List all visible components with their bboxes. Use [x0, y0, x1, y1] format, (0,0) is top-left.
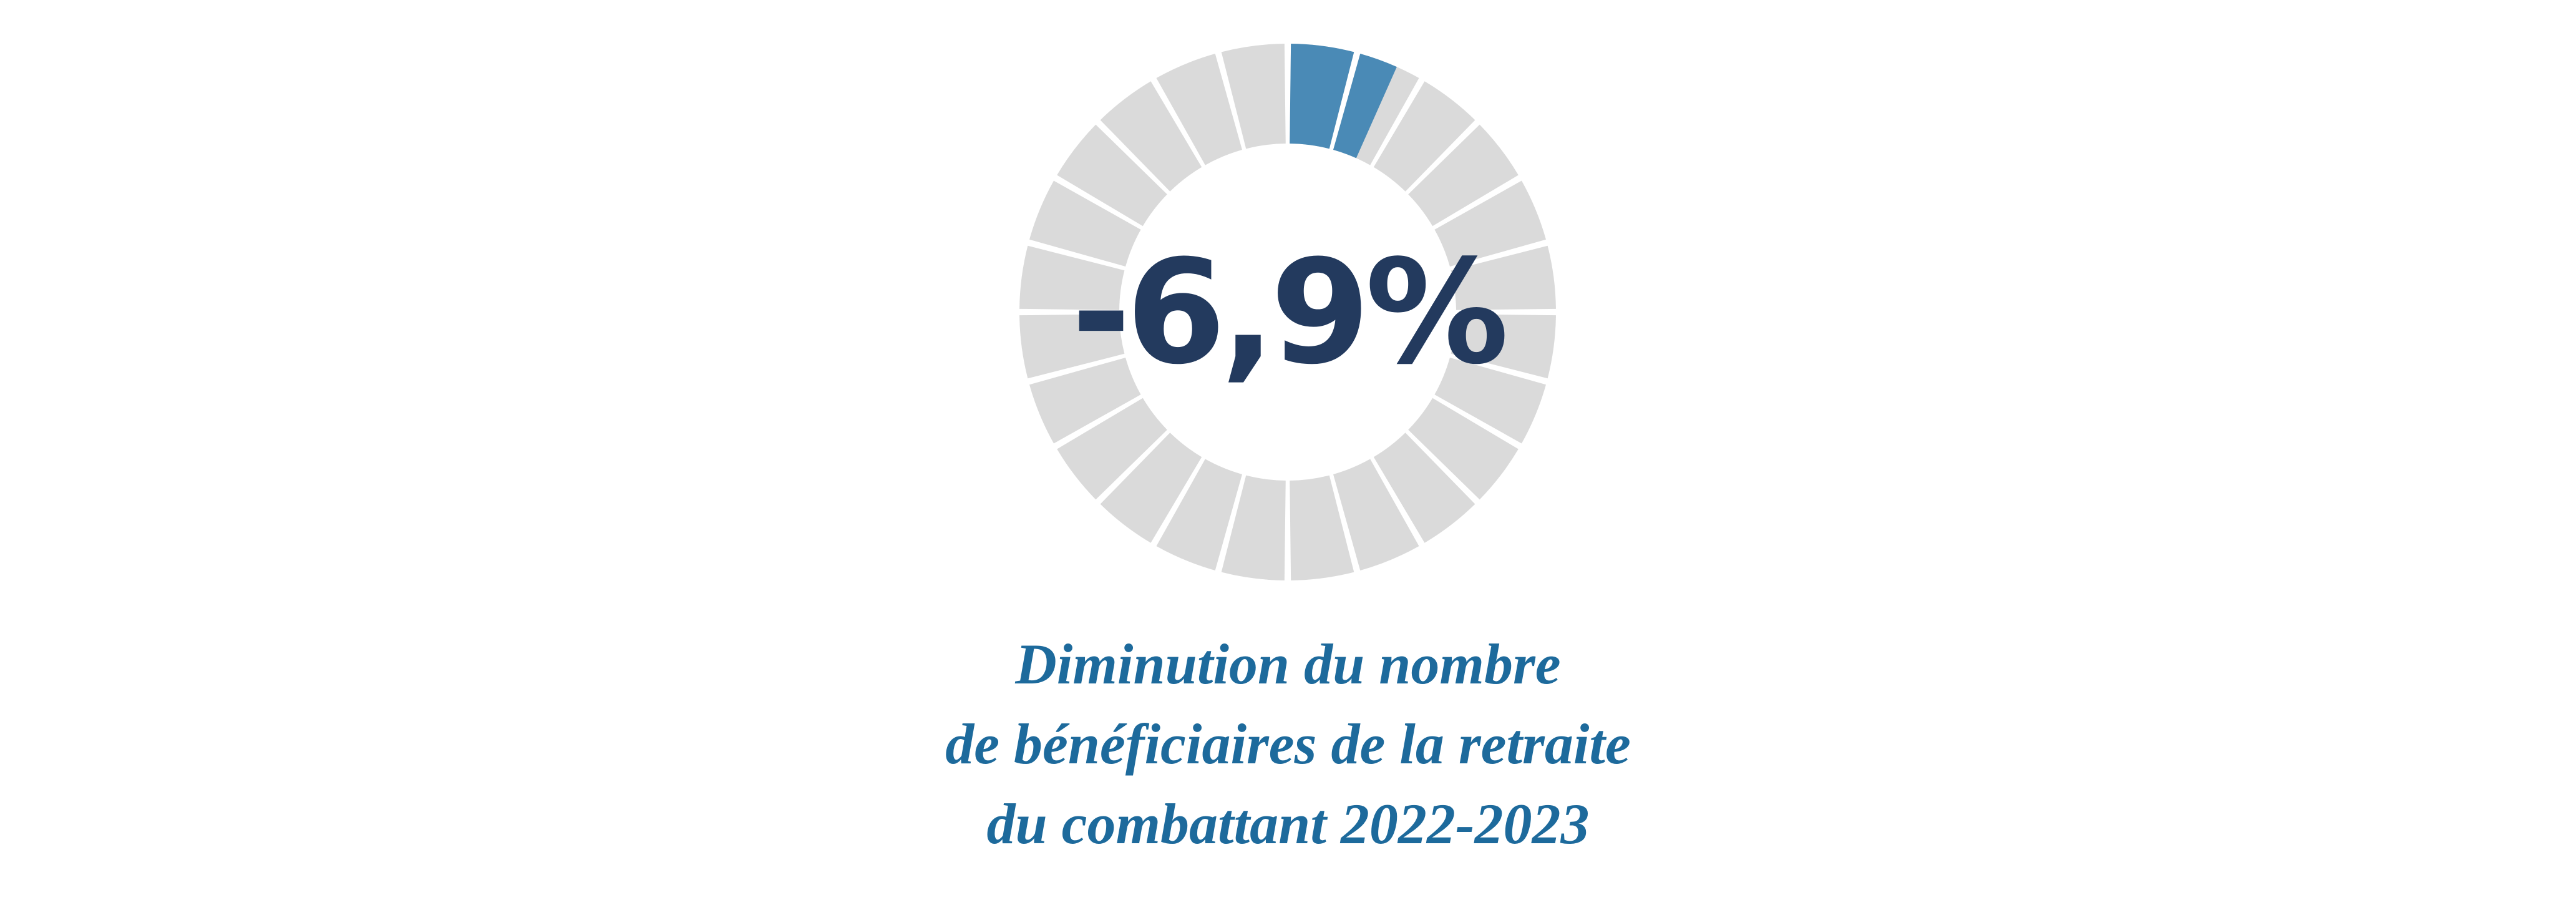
gauge-segment-empty — [1156, 459, 1242, 570]
gauge-segment-empty — [1019, 245, 1125, 310]
gauge-segment-empty — [1408, 124, 1519, 227]
chart-title: Diminution du nombre de bénéficiaires de… — [0, 624, 2576, 864]
gauge-value-label: -6,9% — [1071, 230, 1505, 396]
chart-title-line-2: de bénéficiaires de la retraite — [945, 712, 1631, 776]
gauge-segment-empty — [1434, 180, 1546, 267]
gauge-segment-empty — [1373, 433, 1475, 543]
gauge-segment-empty — [1156, 54, 1242, 165]
gauge-segment-filled — [1290, 44, 1354, 149]
gauge-segment-empty — [1333, 459, 1419, 570]
chart-title-line-3: du combattant 2022-2023 — [986, 792, 1590, 856]
gauge-segment-empty — [1029, 180, 1141, 267]
gauge-segment-empty — [1373, 81, 1475, 192]
gauge-segment-empty — [1221, 475, 1286, 580]
gauge-segment-empty — [1451, 245, 1556, 310]
chart-title-line-1: Diminution du nombre — [1015, 632, 1561, 696]
gauge-segment-empty — [1100, 81, 1202, 192]
gauge-segment-empty — [1221, 44, 1286, 149]
gauge-segment-empty — [1057, 398, 1167, 500]
gauge-segment-empty — [1100, 433, 1202, 543]
gauge-segment-empty — [1290, 475, 1354, 580]
gauge-segment-empty — [1029, 358, 1141, 444]
gauge-segment-empty — [1019, 314, 1125, 379]
gauge-segment-empty — [1408, 398, 1519, 500]
gauge-segment-filled — [1333, 54, 1397, 159]
gauge-segment-empty — [1057, 124, 1167, 227]
gauge-segment-empty — [1434, 358, 1546, 444]
gauge-svg: -6,9% — [1019, 44, 1556, 580]
gauge-segment-empty — [1451, 314, 1556, 379]
gauge-segments — [1019, 44, 1556, 580]
